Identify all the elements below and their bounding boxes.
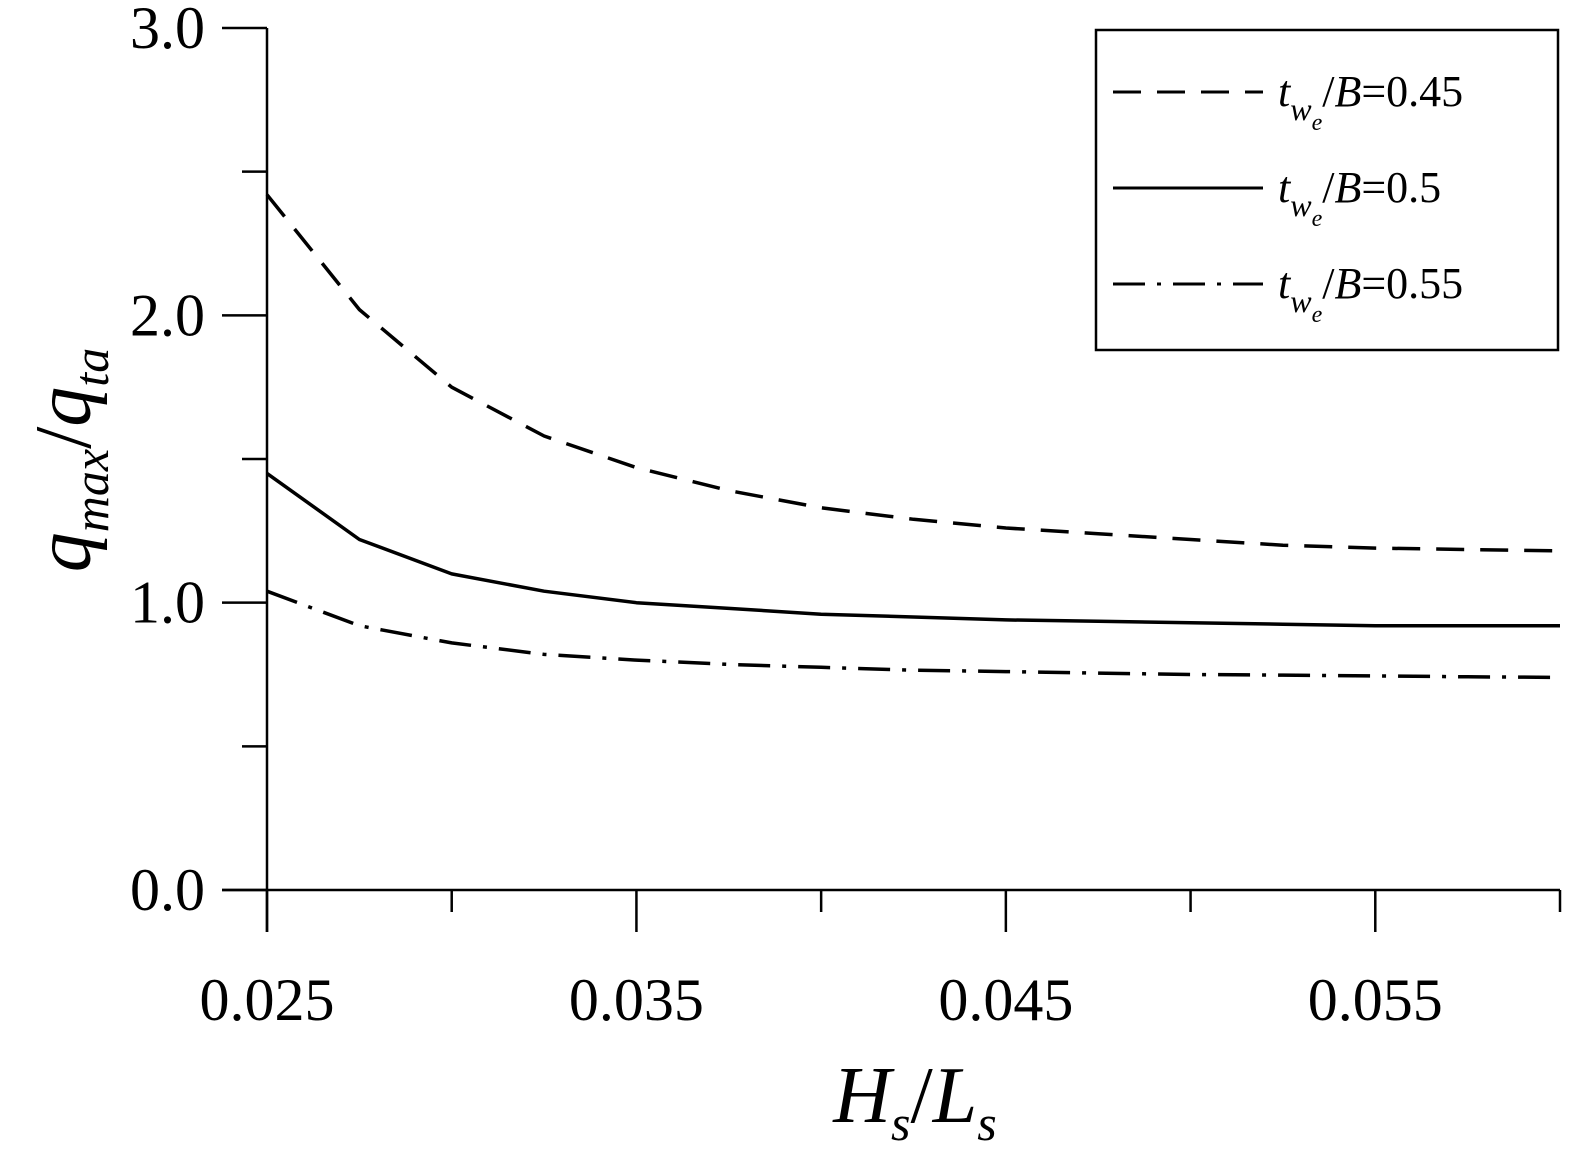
series-line-dashdot <box>266 589 1561 680</box>
x-tick-label: 0.045 <box>938 967 1073 1033</box>
legend-label-1: twe/B=0.5 <box>1278 163 1441 232</box>
series-layer <box>265 193 1561 680</box>
legend: twe/B=0.45 twe/B=0.5 twe/B=0.55 <box>1094 28 1560 352</box>
series-line-dashed <box>265 193 1561 553</box>
legend-entry-0: twe/B=0.45 <box>1113 67 1463 136</box>
x-tick-label: 0.055 <box>1308 967 1443 1033</box>
ticks-layer: 0.0 1.0 2.0 3.0 0.025 0.035 0.045 0.055 <box>130 0 1562 1033</box>
x-axis-title: Hs/Ls <box>832 1052 996 1151</box>
x-tick-label: 0.025 <box>200 967 335 1033</box>
legend-label-0: twe/B=0.45 <box>1278 67 1463 136</box>
y-tick-label: 0.0 <box>130 857 205 923</box>
series-line-solid <box>265 471 1560 628</box>
legend-box <box>1094 28 1560 352</box>
x-tick-label: 0.035 <box>569 967 704 1033</box>
y-tick-label: 3.0 <box>130 0 205 61</box>
y-axis-title: qmax/qta <box>20 348 119 572</box>
y-tick-label: 1.0 <box>130 570 205 636</box>
legend-entry-1: twe/B=0.5 <box>1113 163 1441 232</box>
legend-entry-2: twe/B=0.55 <box>1113 259 1463 328</box>
axes <box>222 28 1560 932</box>
y-tick-label: 2.0 <box>130 282 205 348</box>
legend-label-2: twe/B=0.55 <box>1278 259 1463 328</box>
